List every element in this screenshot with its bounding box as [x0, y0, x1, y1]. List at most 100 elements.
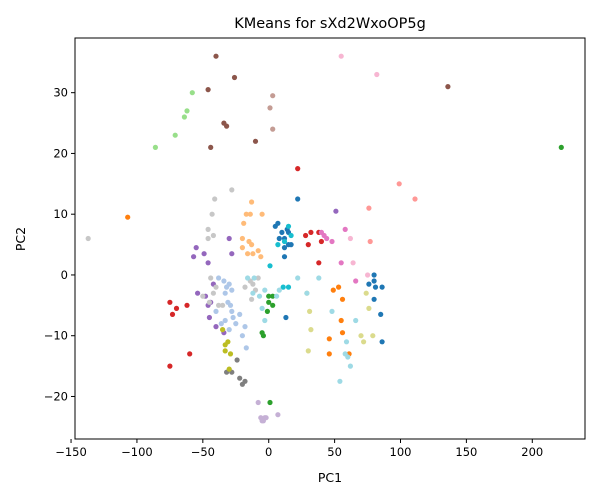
data-point-c19-1 — [295, 275, 301, 281]
data-point-c17-15 — [255, 275, 261, 281]
data-point-c14-4 — [260, 418, 266, 424]
data-point-c17-11 — [206, 299, 212, 305]
data-point-c13-2 — [366, 205, 372, 211]
data-point-c2-2 — [270, 293, 276, 299]
data-point-c0-18 — [378, 311, 384, 317]
data-point-c0-9 — [295, 196, 301, 202]
x-axis-label: PC1 — [318, 470, 342, 485]
data-point-c18-1 — [307, 308, 313, 314]
data-point-c10-8 — [229, 308, 235, 314]
data-point-c4-2 — [201, 251, 207, 257]
data-point-c18-6 — [361, 339, 367, 345]
data-point-c8-2 — [227, 351, 234, 357]
data-point-c1-7 — [326, 351, 332, 357]
data-point-c4-6 — [229, 251, 235, 257]
data-point-c12-4 — [152, 144, 158, 150]
data-point-c5-7 — [252, 138, 259, 144]
data-point-c19-6 — [259, 305, 265, 311]
data-point-c4-5 — [226, 235, 232, 242]
data-point-c7-3 — [237, 375, 243, 381]
data-point-c14-6 — [275, 412, 281, 418]
data-point-c0-11 — [283, 314, 289, 321]
data-point-c16-1 — [374, 71, 380, 78]
data-point-c19-0 — [316, 275, 322, 281]
data-point-c18-3 — [363, 290, 369, 296]
data-point-c1-3 — [330, 287, 336, 293]
x-tick-label-7: 200 — [521, 445, 543, 459]
data-point-c15-0 — [267, 105, 273, 111]
data-point-c19-15 — [337, 378, 343, 384]
data-point-c3-7 — [167, 299, 173, 305]
data-point-c12-3 — [172, 132, 178, 138]
data-point-c13-0 — [396, 181, 402, 187]
data-point-c8-1 — [225, 339, 231, 345]
data-point-c19-2 — [304, 290, 310, 296]
y-tick-label-2: 0 — [61, 268, 68, 282]
data-point-c4-0 — [193, 245, 199, 251]
data-point-c6-6 — [353, 278, 359, 284]
data-point-c19-3 — [245, 275, 251, 281]
chart-title: KMeans for sXd2WxoOP5g — [234, 16, 426, 32]
data-point-c0-14 — [366, 281, 372, 287]
data-point-c11-2 — [247, 211, 253, 217]
data-point-c10-18 — [237, 311, 243, 317]
data-point-c3-10 — [169, 311, 176, 317]
data-point-c5-5 — [224, 123, 230, 129]
data-point-c19-5 — [250, 290, 256, 296]
y-axis-label: PC2 — [13, 227, 28, 251]
data-point-c0-2 — [279, 229, 285, 235]
data-point-c17-13 — [220, 302, 226, 308]
data-point-c13-1 — [412, 196, 418, 202]
data-point-c17-7 — [208, 275, 214, 281]
data-point-c15-1 — [270, 93, 276, 99]
data-point-c17-8 — [213, 284, 219, 290]
data-point-c10-0 — [216, 275, 222, 281]
data-point-c19-13 — [345, 354, 351, 360]
data-point-c10-11 — [233, 321, 239, 327]
data-point-c4-3 — [205, 260, 211, 266]
data-point-c17-0 — [85, 235, 91, 242]
data-point-c0-12 — [371, 272, 377, 278]
data-point-c12-0 — [189, 90, 195, 96]
data-point-c17-2 — [209, 211, 215, 217]
data-point-c11-12 — [259, 211, 265, 217]
data-point-c3-5 — [318, 238, 324, 245]
x-tick-label-0: −150 — [55, 445, 87, 459]
data-point-c0-6 — [288, 242, 294, 248]
data-point-c17-12 — [216, 302, 222, 308]
x-tick-label-2: −50 — [191, 445, 215, 459]
data-point-c2-4 — [270, 302, 276, 308]
data-point-c18-7 — [370, 333, 376, 339]
data-point-c10-9 — [230, 314, 236, 321]
data-point-c4-1 — [191, 254, 197, 260]
data-point-c5-3 — [445, 84, 451, 90]
data-point-c2-7 — [260, 333, 266, 339]
data-point-c6-2 — [324, 235, 330, 242]
data-point-c6-3 — [329, 238, 335, 245]
data-point-c3-9 — [173, 305, 180, 311]
data-point-c11-6 — [249, 242, 255, 248]
data-point-c4-12 — [206, 314, 212, 321]
data-point-c17-10 — [200, 293, 206, 299]
data-point-c6-4 — [342, 226, 348, 232]
data-point-c19-7 — [262, 317, 268, 324]
data-point-c18-5 — [358, 333, 364, 339]
data-point-c7-5 — [242, 378, 248, 384]
data-point-c9-2 — [281, 238, 288, 245]
y-tick-label-4: 20 — [53, 146, 68, 160]
data-point-c1-2 — [339, 296, 346, 302]
data-point-c10-14 — [243, 345, 249, 351]
data-point-c17-9 — [210, 290, 216, 296]
data-point-c8-4 — [226, 366, 232, 372]
data-point-c2-0 — [558, 144, 564, 150]
data-point-c18-4 — [366, 305, 372, 311]
data-point-c11-8 — [245, 251, 251, 257]
data-point-c0-15 — [372, 284, 379, 290]
data-point-c2-1 — [266, 293, 272, 299]
data-point-c16-2 — [347, 235, 353, 242]
data-point-c2-8 — [267, 399, 273, 406]
data-point-c19-18 — [262, 287, 268, 293]
data-point-c17-1 — [212, 196, 218, 202]
data-point-c11-4 — [239, 235, 245, 242]
